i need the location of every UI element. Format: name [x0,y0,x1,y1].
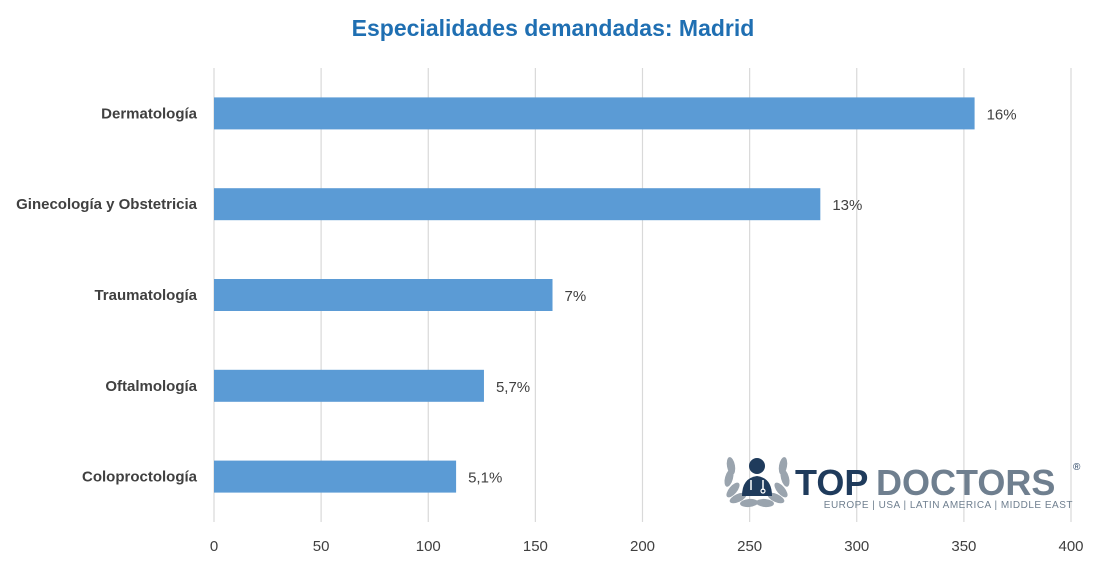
x-tick-label: 150 [523,538,548,555]
x-tick-label: 300 [844,538,869,555]
data-label: 5,1% [468,470,502,487]
bar [214,460,457,493]
data-label: 5,7% [496,379,530,396]
registered-mark: ® [1073,462,1081,473]
x-tick-label: 200 [630,538,655,555]
data-labels: 16% 13% 7% 5,7% 5,1% [468,106,1017,486]
bar [214,279,553,311]
gridlines [213,68,1072,522]
x-tick-labels: 0 50 100 150 200 250 300 350 400 [210,538,1084,555]
category-label: Dermatología [101,105,198,122]
x-tick-label: 50 [313,538,330,555]
bar [214,188,821,221]
data-label: 7% [565,288,587,305]
data-label: 13% [832,197,862,214]
chart-title: Especialidades demandadas: Madrid [352,15,755,41]
category-label: Ginecología y Obstetricia [16,196,198,213]
bar [214,369,484,402]
logo-doctors-text: DOCTORS [876,462,1055,503]
topdoctors-logo: TOP DOCTORS ® EUROPE | USA | LATIN AMERI… [724,457,1081,511]
x-tick-label: 250 [737,538,762,555]
bars [214,97,975,493]
x-tick-label: 350 [951,538,976,555]
x-tick-label: 100 [416,538,441,555]
logo-top-text: TOP [795,462,868,503]
data-label: 16% [987,106,1017,123]
category-label: Traumatología [94,287,197,304]
category-label: Oftalmología [105,378,197,395]
x-tick-label: 400 [1058,538,1083,555]
x-tick-label: 0 [210,538,218,555]
bar [214,97,975,130]
logo-tagline: EUROPE | USA | LATIN AMERICA | MIDDLE EA… [824,500,1073,511]
category-label: Coloproctología [82,469,198,486]
doctor-laurel-icon [724,457,790,508]
category-labels: Dermatología Ginecología y Obstetricia Tra… [16,105,198,485]
